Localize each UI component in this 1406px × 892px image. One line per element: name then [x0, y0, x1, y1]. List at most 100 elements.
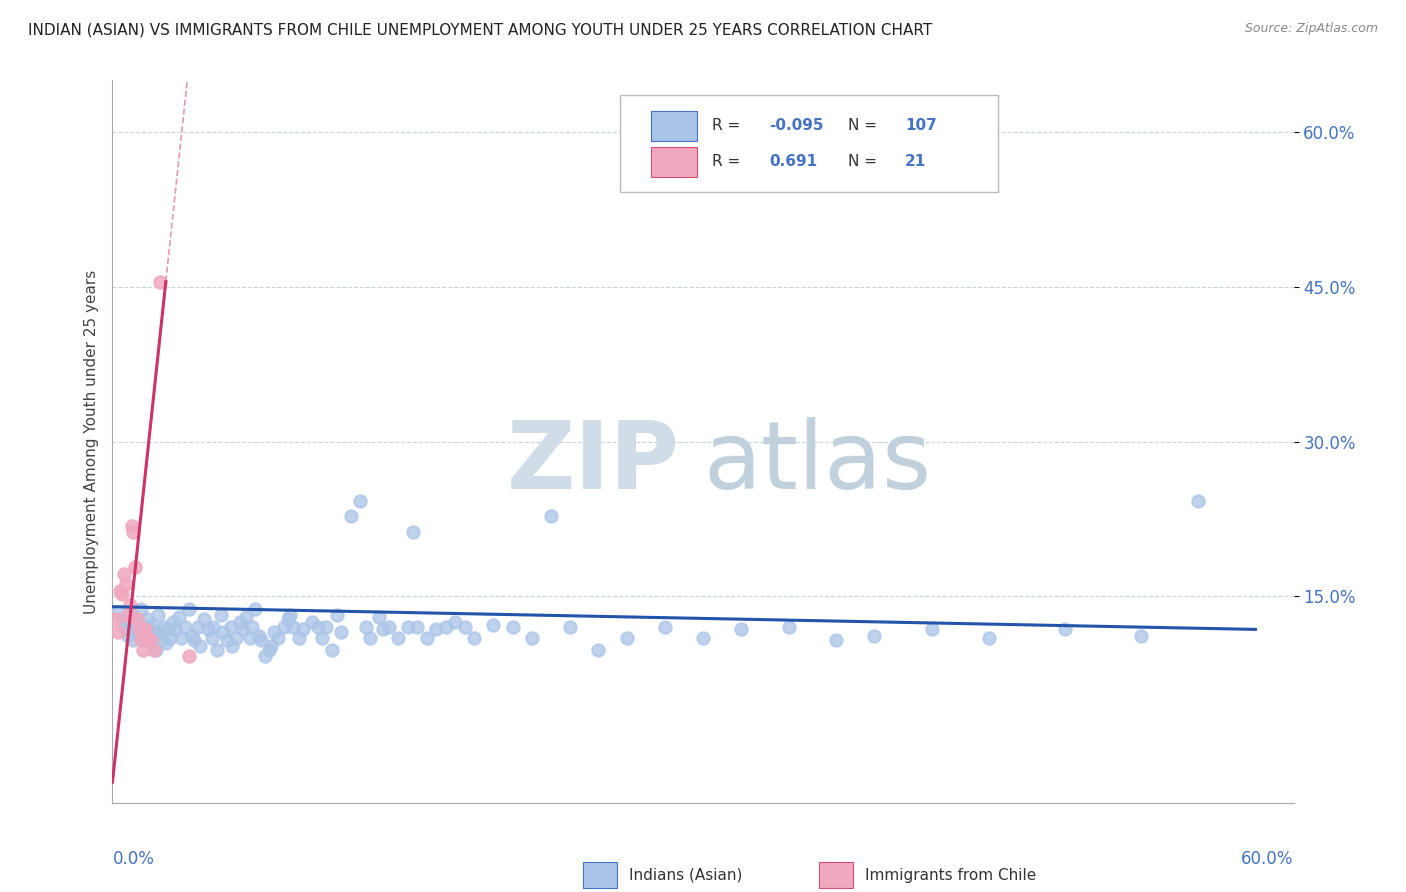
Text: 21: 21 — [905, 154, 927, 169]
Point — [359, 631, 381, 645]
Text: 107: 107 — [905, 119, 936, 133]
Point — [127, 612, 149, 626]
Point — [263, 625, 285, 640]
Point — [326, 607, 349, 622]
Point — [225, 631, 247, 645]
Point — [135, 612, 157, 626]
Text: Immigrants from Chile: Immigrants from Chile — [865, 868, 1036, 882]
Point — [128, 615, 150, 630]
FancyBboxPatch shape — [818, 862, 853, 888]
Point — [502, 620, 524, 634]
Point — [387, 631, 409, 645]
Text: R =: R = — [713, 119, 745, 133]
Point — [921, 623, 943, 637]
Point — [127, 625, 149, 640]
Point — [153, 620, 176, 634]
Point — [111, 587, 134, 601]
Point — [121, 607, 143, 622]
Point — [107, 605, 129, 619]
Text: R =: R = — [713, 154, 751, 169]
Point — [277, 612, 299, 626]
Point — [307, 620, 329, 634]
Point — [368, 610, 391, 624]
Point — [402, 525, 425, 540]
Point — [197, 623, 219, 637]
Point — [616, 631, 638, 645]
Point — [1130, 629, 1153, 643]
Point — [311, 631, 333, 645]
Text: 60.0%: 60.0% — [1241, 850, 1294, 868]
Point — [143, 625, 166, 640]
Point — [188, 639, 211, 653]
Point — [129, 632, 152, 647]
Point — [654, 620, 676, 634]
Point — [177, 649, 200, 664]
Point — [288, 631, 311, 645]
Point — [416, 631, 439, 645]
Point — [155, 636, 177, 650]
Point — [558, 620, 581, 634]
Y-axis label: Unemployment Among Youth under 25 years: Unemployment Among Youth under 25 years — [83, 269, 98, 614]
Point — [143, 643, 166, 657]
Point — [207, 643, 229, 657]
Point — [149, 625, 172, 640]
Point — [257, 643, 280, 657]
Point — [108, 584, 131, 599]
Point — [107, 625, 129, 640]
Point — [247, 629, 270, 643]
Point — [187, 620, 209, 634]
Point — [301, 615, 323, 630]
Point — [330, 625, 353, 640]
Point — [315, 620, 337, 634]
Point — [114, 577, 136, 591]
Point — [202, 620, 225, 634]
Point — [148, 607, 170, 622]
Point — [250, 632, 273, 647]
Point — [863, 629, 886, 643]
Point — [117, 607, 139, 622]
Point — [132, 643, 155, 657]
Point — [134, 632, 156, 647]
Point — [444, 615, 467, 630]
Point — [371, 623, 394, 637]
Point — [349, 494, 371, 508]
Point — [111, 612, 134, 626]
Point — [149, 275, 172, 289]
Point — [283, 620, 305, 634]
Point — [156, 623, 179, 637]
Point — [354, 620, 377, 634]
Point — [177, 601, 200, 615]
Point — [463, 631, 485, 645]
Point — [425, 623, 447, 637]
Text: ZIP: ZIP — [506, 417, 679, 509]
Text: -0.095: -0.095 — [769, 119, 824, 133]
Point — [118, 618, 141, 632]
Text: atlas: atlas — [703, 417, 931, 509]
Point — [145, 643, 167, 657]
Point — [215, 632, 238, 647]
Point — [219, 620, 242, 634]
Point — [339, 508, 361, 523]
Point — [586, 643, 609, 657]
Point — [278, 607, 301, 622]
Point — [124, 560, 146, 574]
Point — [730, 623, 752, 637]
Point — [165, 623, 187, 637]
Point — [139, 632, 162, 647]
Point — [267, 631, 290, 645]
Point — [124, 623, 146, 637]
Point — [114, 623, 136, 637]
Point — [540, 508, 562, 523]
Point — [181, 629, 204, 643]
Text: INDIAN (ASIAN) VS IMMIGRANTS FROM CHILE UNEMPLOYMENT AMONG YOUTH UNDER 25 YEARS : INDIAN (ASIAN) VS IMMIGRANTS FROM CHILE … — [28, 22, 932, 37]
Point — [321, 643, 343, 657]
Point — [139, 631, 162, 645]
Text: 0.0%: 0.0% — [112, 850, 155, 868]
Point — [112, 620, 135, 634]
Point — [129, 601, 152, 615]
Point — [122, 525, 145, 540]
Point — [170, 631, 193, 645]
FancyBboxPatch shape — [620, 95, 998, 193]
Text: N =: N = — [848, 154, 882, 169]
Point — [141, 618, 163, 632]
